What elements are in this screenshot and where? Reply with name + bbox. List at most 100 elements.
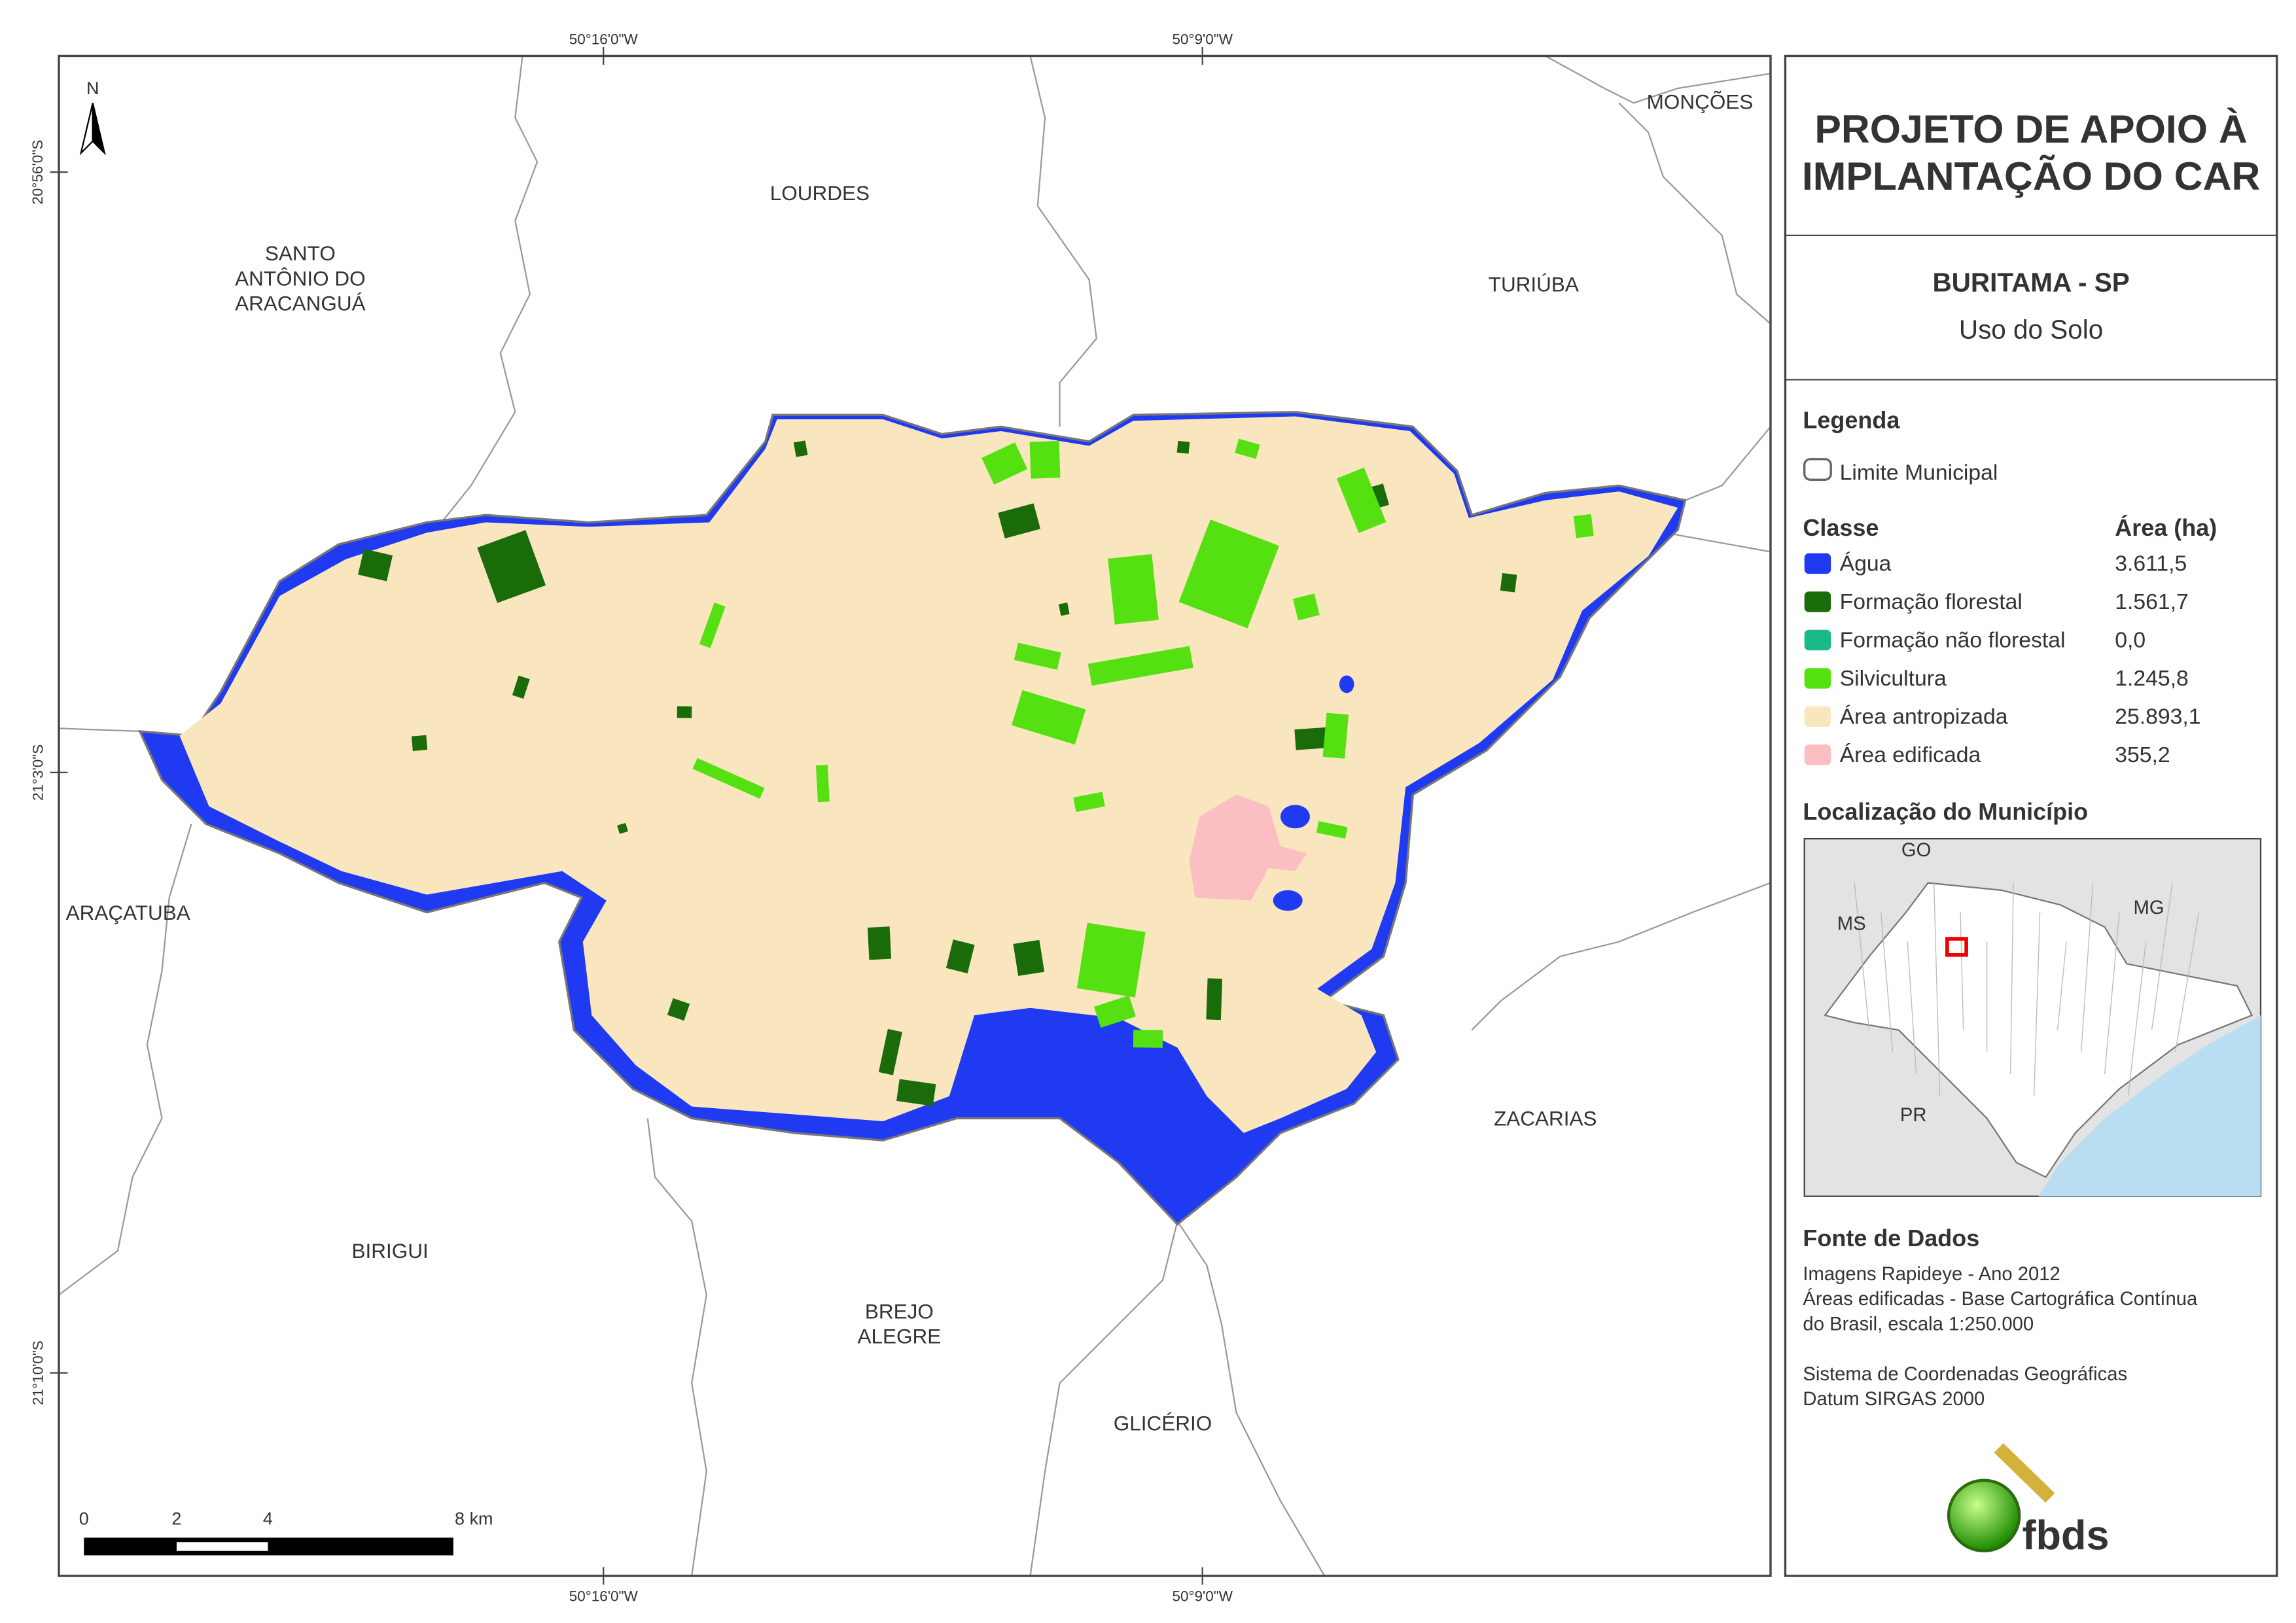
- forest-patch: [867, 926, 892, 960]
- map-frame: [58, 54, 1772, 1577]
- silviculture-patch: [692, 758, 765, 799]
- inset-municipal-lines: [2127, 941, 2147, 1096]
- land-anthropized: [179, 416, 1678, 1133]
- place-name: SANTO: [265, 241, 336, 265]
- place-name: ANTÔNIO DO: [235, 266, 365, 290]
- longitude-label: 50°9'0"W: [1172, 1588, 1233, 1604]
- lake: [1280, 805, 1310, 829]
- land-built: [1189, 794, 1307, 901]
- forest-patch: [617, 822, 628, 834]
- forest-patch: [896, 1079, 936, 1106]
- source-line: do Brasil, escala 1:250.000: [1803, 1314, 2034, 1335]
- forest-patch: [945, 939, 975, 973]
- inset-municipal-lines: [2009, 882, 2014, 1075]
- place-name: MONÇÕES: [1647, 90, 1754, 113]
- neighbour-boundary: [1618, 102, 1771, 324]
- place-name: ARACANGUÁ: [235, 292, 365, 315]
- logo-circle: [1947, 1478, 2021, 1553]
- forest-patch: [998, 503, 1041, 539]
- neighbour-boundary: [1029, 56, 1097, 427]
- legend-label: Área edificada: [1840, 742, 1981, 767]
- silviculture-patch: [1108, 553, 1159, 625]
- legend-swatch: [1804, 668, 1831, 689]
- longitude-label: 50°9'0"W: [1172, 31, 1233, 47]
- legend-area: 0,0: [2115, 628, 2146, 653]
- silviculture-patch: [815, 765, 830, 803]
- class-header: Classe: [1803, 514, 1879, 541]
- place-name: TURIÚBA: [1489, 272, 1579, 296]
- legend-label: Formação não florestal: [1840, 628, 2066, 653]
- forest-patch: [878, 1028, 902, 1075]
- scale-label: 4: [263, 1509, 273, 1528]
- area-header: Área (ha): [2115, 514, 2217, 541]
- source-line: Imagens Rapideye - Ano 2012: [1803, 1264, 2060, 1285]
- logo-bar: [1994, 1443, 2055, 1503]
- neighbour-boundary: [1029, 1221, 1178, 1577]
- title: IMPLANTAÇÃO DO CAR: [1802, 154, 2260, 198]
- inset-municipal-lines: [1880, 912, 1894, 1053]
- sources-title: Fonte de Dados: [1803, 1225, 1979, 1251]
- silviculture-patch: [1076, 922, 1146, 998]
- legend-label: Limite Municipal: [1840, 460, 1998, 485]
- silviculture-patch: [1073, 792, 1105, 812]
- neighbour-boundary: [59, 727, 140, 733]
- place-name: LOURDES: [770, 181, 870, 205]
- silviculture-patch: [1178, 519, 1279, 629]
- scale-bar: [84, 1537, 453, 1556]
- silviculture-patch: [1133, 1030, 1163, 1048]
- silviculture-patch: [1087, 646, 1193, 686]
- inset-municipal-lines: [2080, 882, 2094, 1053]
- silviculture-patch: [981, 442, 1028, 485]
- legend-label: Área antropizada: [1840, 705, 2008, 729]
- forest-patch: [793, 440, 808, 457]
- forest-patch: [1058, 602, 1070, 616]
- inset-municipal-lines: [1933, 882, 1941, 1096]
- longitude-label: 50°16'0"W: [569, 1588, 639, 1604]
- legend-label: Silvicultura: [1840, 666, 1947, 691]
- forest-patch: [1500, 572, 1517, 593]
- lake: [1101, 1030, 1137, 1054]
- legend-area: 355,2: [2115, 742, 2170, 767]
- boundary-symbol: [1803, 458, 1832, 481]
- silviculture-patch: [1316, 821, 1348, 839]
- inset-label: GO: [1901, 840, 1931, 861]
- neighbour-boundary: [646, 1118, 707, 1577]
- neighbour-boundary: [1685, 426, 1771, 501]
- place-name: GLICÉRIO: [1114, 1411, 1212, 1435]
- forest-patch: [1176, 440, 1190, 454]
- north-arrow: [92, 103, 106, 156]
- inset-label: MG: [2133, 898, 2164, 918]
- forest-patch: [1294, 727, 1328, 750]
- silviculture-patch: [1336, 467, 1386, 533]
- scale-label: 8 km: [455, 1509, 493, 1528]
- legend-swatch: [1804, 553, 1831, 574]
- neighbour-boundary: [440, 56, 539, 523]
- legend-area: 3.611,5: [2115, 551, 2187, 576]
- place-name: BREJO: [865, 1299, 934, 1323]
- neighbour-boundary: [59, 824, 192, 1296]
- neighbour-boundary: [1471, 882, 1771, 1031]
- inset-municipal-lines: [1854, 882, 1870, 1030]
- forest-patch: [477, 530, 546, 603]
- source-line: Sistema de Coordenadas Geográficas: [1803, 1364, 2127, 1385]
- silviculture-patch: [699, 602, 726, 648]
- silviculture-patch: [1014, 642, 1061, 670]
- place-name: ZACARIAS: [1494, 1107, 1597, 1130]
- latitude-label: 21°10'0"S: [29, 1340, 46, 1405]
- legend-swatch: [1804, 591, 1831, 612]
- place-name: ALEGRE: [857, 1325, 941, 1348]
- forest-patch: [512, 675, 530, 699]
- inset-municipal-lines: [2174, 912, 2200, 1053]
- theme: Uso do Solo: [1959, 314, 2103, 344]
- inset-label: PR: [1900, 1105, 1927, 1126]
- inset-label: MS: [1837, 914, 1866, 935]
- inset-highlight: [1945, 937, 1968, 957]
- title: PROJETO DE APOIO À: [1814, 107, 2247, 151]
- source-line: Áreas edificadas - Base Cartográfica Con…: [1803, 1288, 2198, 1310]
- silviculture-patch: [1012, 689, 1086, 745]
- latitude-label: 21°3'0"S: [29, 744, 46, 801]
- silviculture-patch: [1292, 593, 1320, 621]
- inset-state: [1824, 882, 2253, 1178]
